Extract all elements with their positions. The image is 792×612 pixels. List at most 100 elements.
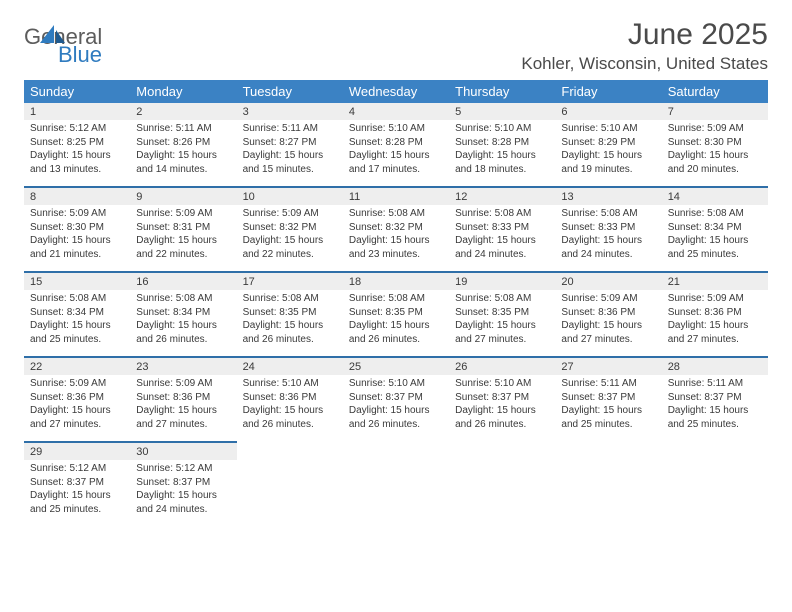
day-number: 8 xyxy=(24,188,130,205)
day-cell: Sunrise: 5:10 AMSunset: 8:36 PMDaylight:… xyxy=(237,375,343,441)
sunrise: Sunrise: 5:08 AM xyxy=(668,207,762,221)
sunset: Sunset: 8:37 PM xyxy=(30,476,124,490)
sunrise: Sunrise: 5:08 AM xyxy=(455,207,549,221)
day-cell: Sunrise: 5:12 AMSunset: 8:37 PMDaylight:… xyxy=(130,460,236,526)
sunrise: Sunrise: 5:11 AM xyxy=(561,377,655,391)
sunset-value: 8:36 PM xyxy=(598,307,635,318)
daylight-label: Daylight: xyxy=(455,235,497,246)
day-header: Sunday xyxy=(24,80,130,103)
daylight-label: Daylight: xyxy=(136,150,178,161)
sunrise-value: 5:09 AM xyxy=(707,293,744,304)
daylight: Daylight: 15 hours and 24 minutes. xyxy=(455,234,549,261)
day-header: Tuesday xyxy=(237,80,343,103)
sunrise: Sunrise: 5:08 AM xyxy=(455,292,549,306)
daylight-label: Daylight: xyxy=(136,320,178,331)
daylight: Daylight: 15 hours and 26 minutes. xyxy=(243,319,337,346)
day-cell: Sunrise: 5:12 AMSunset: 8:25 PMDaylight:… xyxy=(24,120,130,186)
daylight: Daylight: 15 hours and 26 minutes. xyxy=(136,319,230,346)
day-number: 29 xyxy=(24,443,130,460)
sunrise-value: 5:09 AM xyxy=(707,123,744,134)
sunrise-value: 5:08 AM xyxy=(495,208,532,219)
sunset: Sunset: 8:35 PM xyxy=(243,306,337,320)
day-cell: Sunrise: 5:08 AMSunset: 8:34 PMDaylight:… xyxy=(662,205,768,271)
sunrise-label: Sunrise: xyxy=(668,208,707,219)
day-number-row: 1234567 xyxy=(24,103,768,120)
day-cell: Sunrise: 5:11 AMSunset: 8:37 PMDaylight:… xyxy=(662,375,768,441)
sunset-label: Sunset: xyxy=(243,307,280,318)
sunrise: Sunrise: 5:08 AM xyxy=(243,292,337,306)
page: General Blue June 2025 Kohler, Wisconsin… xyxy=(0,0,792,526)
day-header-row: SundayMondayTuesdayWednesdayThursdayFrid… xyxy=(24,80,768,103)
sunrise-label: Sunrise: xyxy=(136,293,175,304)
sunset: Sunset: 8:37 PM xyxy=(668,391,762,405)
sunrise-value: 5:09 AM xyxy=(601,293,638,304)
day-number: 6 xyxy=(555,103,661,120)
sunset-label: Sunset: xyxy=(455,137,492,148)
day-content-row: Sunrise: 5:09 AMSunset: 8:30 PMDaylight:… xyxy=(24,205,768,271)
day-number: 17 xyxy=(237,273,343,290)
daylight-label: Daylight: xyxy=(668,235,710,246)
day-cell: Sunrise: 5:11 AMSunset: 8:27 PMDaylight:… xyxy=(237,120,343,186)
logo-sail-icon xyxy=(40,25,66,50)
daylight: Daylight: 15 hours and 27 minutes. xyxy=(668,319,762,346)
day-header: Wednesday xyxy=(343,80,449,103)
sunrise-value: 5:08 AM xyxy=(495,293,532,304)
daylight: Daylight: 15 hours and 27 minutes. xyxy=(561,319,655,346)
sunset: Sunset: 8:30 PM xyxy=(668,136,762,150)
day-number: 3 xyxy=(237,103,343,120)
sunset-value: 8:34 PM xyxy=(704,222,741,233)
sunset-label: Sunset: xyxy=(243,137,280,148)
sunset-label: Sunset: xyxy=(455,392,492,403)
sunset: Sunset: 8:36 PM xyxy=(243,391,337,405)
sunrise: Sunrise: 5:10 AM xyxy=(561,122,655,136)
sunrise-label: Sunrise: xyxy=(349,208,388,219)
daylight-label: Daylight: xyxy=(455,405,497,416)
sunset-value: 8:37 PM xyxy=(67,477,104,488)
sunset-label: Sunset: xyxy=(561,307,598,318)
sunrise-label: Sunrise: xyxy=(561,293,600,304)
sunset-value: 8:37 PM xyxy=(704,392,741,403)
sunrise: Sunrise: 5:08 AM xyxy=(30,292,124,306)
day-number: 22 xyxy=(24,358,130,375)
day-number: 23 xyxy=(130,358,236,375)
sunset-label: Sunset: xyxy=(455,222,492,233)
day-number: 28 xyxy=(662,358,768,375)
sunset: Sunset: 8:30 PM xyxy=(30,221,124,235)
sunrise: Sunrise: 5:09 AM xyxy=(561,292,655,306)
sunrise: Sunrise: 5:12 AM xyxy=(30,462,124,476)
sunset-value: 8:35 PM xyxy=(492,307,529,318)
day-cell xyxy=(449,460,555,526)
day-number: 16 xyxy=(130,273,236,290)
daylight-label: Daylight: xyxy=(136,235,178,246)
sunset: Sunset: 8:27 PM xyxy=(243,136,337,150)
sunset: Sunset: 8:35 PM xyxy=(349,306,443,320)
daylight: Daylight: 15 hours and 24 minutes. xyxy=(561,234,655,261)
daylight-label: Daylight: xyxy=(349,235,391,246)
daylight-label: Daylight: xyxy=(30,235,72,246)
daylight-label: Daylight: xyxy=(455,320,497,331)
day-cell: Sunrise: 5:10 AMSunset: 8:28 PMDaylight:… xyxy=(343,120,449,186)
day-cell: Sunrise: 5:09 AMSunset: 8:36 PMDaylight:… xyxy=(130,375,236,441)
daylight-label: Daylight: xyxy=(30,490,72,501)
daylight-label: Daylight: xyxy=(455,150,497,161)
day-cell: Sunrise: 5:11 AMSunset: 8:37 PMDaylight:… xyxy=(555,375,661,441)
day-cell: Sunrise: 5:10 AMSunset: 8:28 PMDaylight:… xyxy=(449,120,555,186)
sunset-value: 8:31 PM xyxy=(173,222,210,233)
sunset: Sunset: 8:37 PM xyxy=(349,391,443,405)
daylight: Daylight: 15 hours and 18 minutes. xyxy=(455,149,549,176)
day-content-row: Sunrise: 5:12 AMSunset: 8:25 PMDaylight:… xyxy=(24,120,768,186)
sunrise: Sunrise: 5:08 AM xyxy=(136,292,230,306)
daylight-label: Daylight: xyxy=(561,320,603,331)
sunrise-label: Sunrise: xyxy=(455,123,494,134)
sunset: Sunset: 8:25 PM xyxy=(30,136,124,150)
daylight: Daylight: 15 hours and 25 minutes. xyxy=(668,404,762,431)
daylight-label: Daylight: xyxy=(243,150,285,161)
location: Kohler, Wisconsin, United States xyxy=(521,54,768,74)
daylight-label: Daylight: xyxy=(349,320,391,331)
daylight: Daylight: 15 hours and 23 minutes. xyxy=(349,234,443,261)
sunrise-value: 5:10 AM xyxy=(495,123,532,134)
daylight-label: Daylight: xyxy=(668,150,710,161)
sunset-label: Sunset: xyxy=(668,137,705,148)
day-number: 15 xyxy=(24,273,130,290)
sunset: Sunset: 8:33 PM xyxy=(455,221,549,235)
